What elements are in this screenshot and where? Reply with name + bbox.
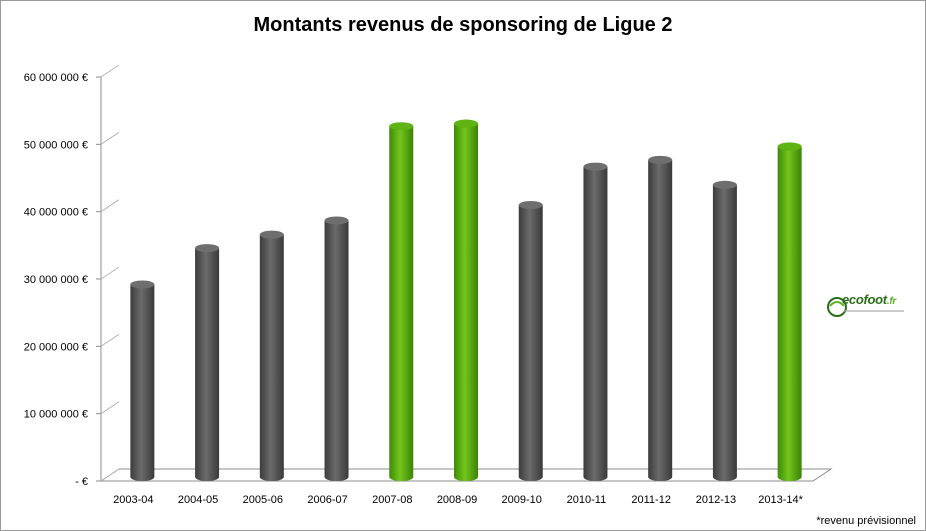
- bar: [130, 280, 155, 481]
- y-tick-label: 40 000 000 €: [24, 207, 88, 219]
- bar-top: [648, 155, 673, 164]
- y-tick-label: 60 000 000 €: [24, 72, 88, 84]
- x-tick-label: 2004-05: [178, 494, 218, 506]
- logo-wordmark: ecofoot.fr: [842, 292, 896, 307]
- bar-body: [583, 166, 608, 481]
- bar: [712, 180, 737, 481]
- bar-body: [518, 204, 543, 481]
- bar-top: [777, 142, 802, 151]
- logo-tagline: [844, 310, 904, 312]
- y-tick-label: 30 000 000 €: [24, 274, 88, 286]
- y-tick-depth: [100, 131, 120, 145]
- x-tick-label: 2011-12: [631, 494, 671, 506]
- bar-body: [130, 284, 155, 481]
- y-tick-depth: [100, 401, 120, 415]
- x-tick-label: 2006-07: [307, 494, 347, 506]
- bar-top: [518, 200, 543, 209]
- footnote: *revenu prévisionnel: [816, 515, 916, 527]
- bar-top: [195, 244, 220, 253]
- x-tick-label: 2008-09: [437, 494, 477, 506]
- bar-body: [259, 234, 284, 481]
- y-tick-depth: [100, 468, 120, 482]
- bar-body: [389, 126, 414, 482]
- y-tick-label: 20 000 000 €: [24, 341, 88, 353]
- y-tick-depth: [100, 266, 120, 280]
- bar-top: [324, 216, 349, 225]
- ball-icon: [827, 297, 847, 317]
- bar-top: [583, 162, 608, 171]
- y-tick-depth: [100, 199, 120, 213]
- bar-top: [259, 230, 284, 239]
- x-tick-label: 2013-14*: [758, 494, 803, 506]
- y-tick-depth: [100, 333, 120, 347]
- bar-body: [777, 146, 802, 481]
- bar: [389, 122, 414, 482]
- x-tick-label: 2003-04: [113, 494, 153, 506]
- bar: [648, 155, 673, 481]
- bar: [777, 142, 802, 481]
- y-tick-depth: [100, 64, 120, 78]
- bar-body: [454, 123, 478, 482]
- bar-body: [712, 184, 737, 481]
- x-tick-label: 2007-08: [372, 494, 412, 506]
- ecofoot-logo: ecofoot.fr: [826, 290, 906, 320]
- bar: [324, 216, 349, 482]
- x-tick-label: 2005-06: [243, 494, 283, 506]
- x-tick-label: 2009-10: [502, 494, 542, 506]
- chart-title: Montants revenus de sponsoring de Ligue …: [253, 14, 673, 36]
- y-tick-label: - €: [75, 476, 88, 488]
- bar-top: [454, 119, 478, 128]
- bar: [259, 230, 284, 481]
- bar: [518, 200, 543, 481]
- bar-top: [712, 180, 737, 189]
- bar-top: [130, 280, 155, 289]
- x-tick-label: 2010-11: [567, 494, 607, 506]
- y-tick-label: 50 000 000 €: [24, 139, 88, 151]
- bar: [454, 119, 478, 482]
- bar-body: [648, 159, 673, 481]
- bar: [195, 244, 220, 481]
- bar-body: [195, 248, 220, 481]
- bar-top: [389, 122, 414, 131]
- y-tick-label: 10 000 000 €: [24, 409, 88, 421]
- bar-body: [324, 220, 349, 482]
- x-tick-label: 2012-13: [696, 494, 736, 506]
- bar: [583, 162, 608, 481]
